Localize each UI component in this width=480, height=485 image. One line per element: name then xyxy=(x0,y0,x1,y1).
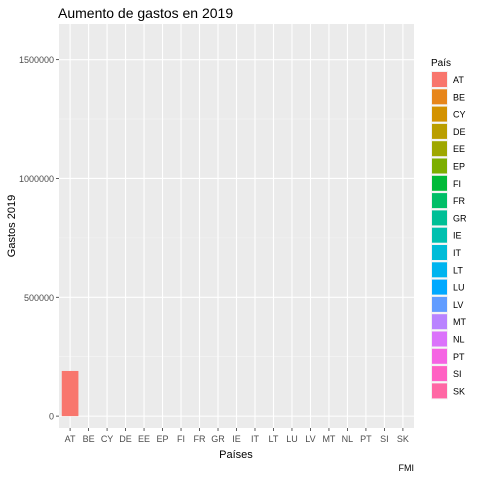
legend-label: IT xyxy=(453,248,462,258)
y-axis-label: Gastos 2019 xyxy=(6,195,18,257)
y-tick-label: 500000 xyxy=(24,293,54,303)
major-gridlines xyxy=(59,24,414,428)
x-tick-label: GR xyxy=(211,434,225,444)
legend-swatch xyxy=(432,175,447,191)
x-tick-label: LU xyxy=(286,434,298,444)
legend-label: LV xyxy=(453,300,463,310)
legend-label: IE xyxy=(453,231,462,241)
x-tick-label: LV xyxy=(305,434,315,444)
legend-label: LU xyxy=(453,283,465,293)
legend-swatch xyxy=(432,210,447,226)
legend-label: FI xyxy=(453,179,461,189)
legend-label: DE xyxy=(453,127,466,137)
legend-label: SI xyxy=(453,369,462,379)
legend-swatch xyxy=(432,348,447,364)
x-tick-label: CY xyxy=(101,434,114,444)
x-tick-label: IT xyxy=(251,434,260,444)
x-tick-label: MT xyxy=(322,434,335,444)
x-tick-label: AT xyxy=(65,434,76,444)
legend-swatch xyxy=(432,245,447,260)
legend-label: EP xyxy=(453,162,465,172)
legend-items: AT BE CY DE EE EP FI FR GR IE IT LT LU LV MT NL PT SI SK xyxy=(431,71,467,400)
legend-label: NL xyxy=(453,335,465,345)
legend-swatch xyxy=(432,314,447,330)
legend-swatch xyxy=(432,296,447,312)
legend-label: BE xyxy=(453,92,465,102)
x-tick-label: IE xyxy=(232,434,241,444)
bars xyxy=(61,370,79,417)
legend-swatch xyxy=(432,158,447,174)
legend-label: GR xyxy=(453,213,467,223)
x-axis-label: Países xyxy=(219,449,253,461)
legend-swatch xyxy=(432,141,447,157)
x-tick-label: FI xyxy=(177,434,185,444)
x-axis: AT BE CY DE EE EP FI FR GR IE IT LT LU LV MT NL PT SI SK xyxy=(65,428,409,444)
legend-swatch xyxy=(432,383,447,399)
legend-swatch xyxy=(432,106,447,122)
legend-label: CY xyxy=(453,110,466,120)
x-tick-label: BE xyxy=(83,434,95,444)
x-tick-label: EP xyxy=(157,434,169,444)
x-tick-label: SI xyxy=(380,434,389,444)
legend-title: País xyxy=(431,58,451,69)
y-tick-label: 1500000 xyxy=(19,55,54,65)
x-tick-label: DE xyxy=(119,434,132,444)
legend-swatch xyxy=(432,193,447,209)
legend-swatch xyxy=(432,331,447,347)
legend-swatch xyxy=(432,366,447,382)
legend-label: PT xyxy=(453,352,465,362)
bar-at xyxy=(61,370,79,417)
legend-swatch xyxy=(432,89,447,105)
legend-swatch xyxy=(432,72,447,87)
legend-label: AT xyxy=(453,75,464,85)
x-tick-label: PT xyxy=(360,434,372,444)
legend-label: FR xyxy=(453,196,465,206)
x-tick-label: FR xyxy=(194,434,206,444)
y-tick-label: 1000000 xyxy=(19,174,54,184)
x-tick-label: NL xyxy=(342,434,354,444)
y-tick-label: 0 xyxy=(49,412,54,422)
legend-swatch xyxy=(432,279,447,295)
legend-swatch xyxy=(432,227,447,243)
legend-label: LT xyxy=(453,265,463,275)
legend: País AT BE CY DE EE EP FI FR GR IE IT LT LU LV MT NL PT S… xyxy=(431,58,467,400)
legend-swatch xyxy=(432,262,447,278)
x-tick-label: LT xyxy=(269,434,279,444)
legend-swatch xyxy=(432,123,447,139)
y-axis: 0 500000 1000000 1500000 xyxy=(19,55,59,422)
x-tick-label: EE xyxy=(138,434,150,444)
chart-caption: FMI xyxy=(399,463,415,473)
chart-title: Aumento de gastos en 2019 xyxy=(58,5,233,21)
legend-label: EE xyxy=(453,144,465,154)
legend-label: SK xyxy=(453,386,465,396)
x-tick-label: SK xyxy=(397,434,409,444)
legend-label: MT xyxy=(453,317,466,327)
